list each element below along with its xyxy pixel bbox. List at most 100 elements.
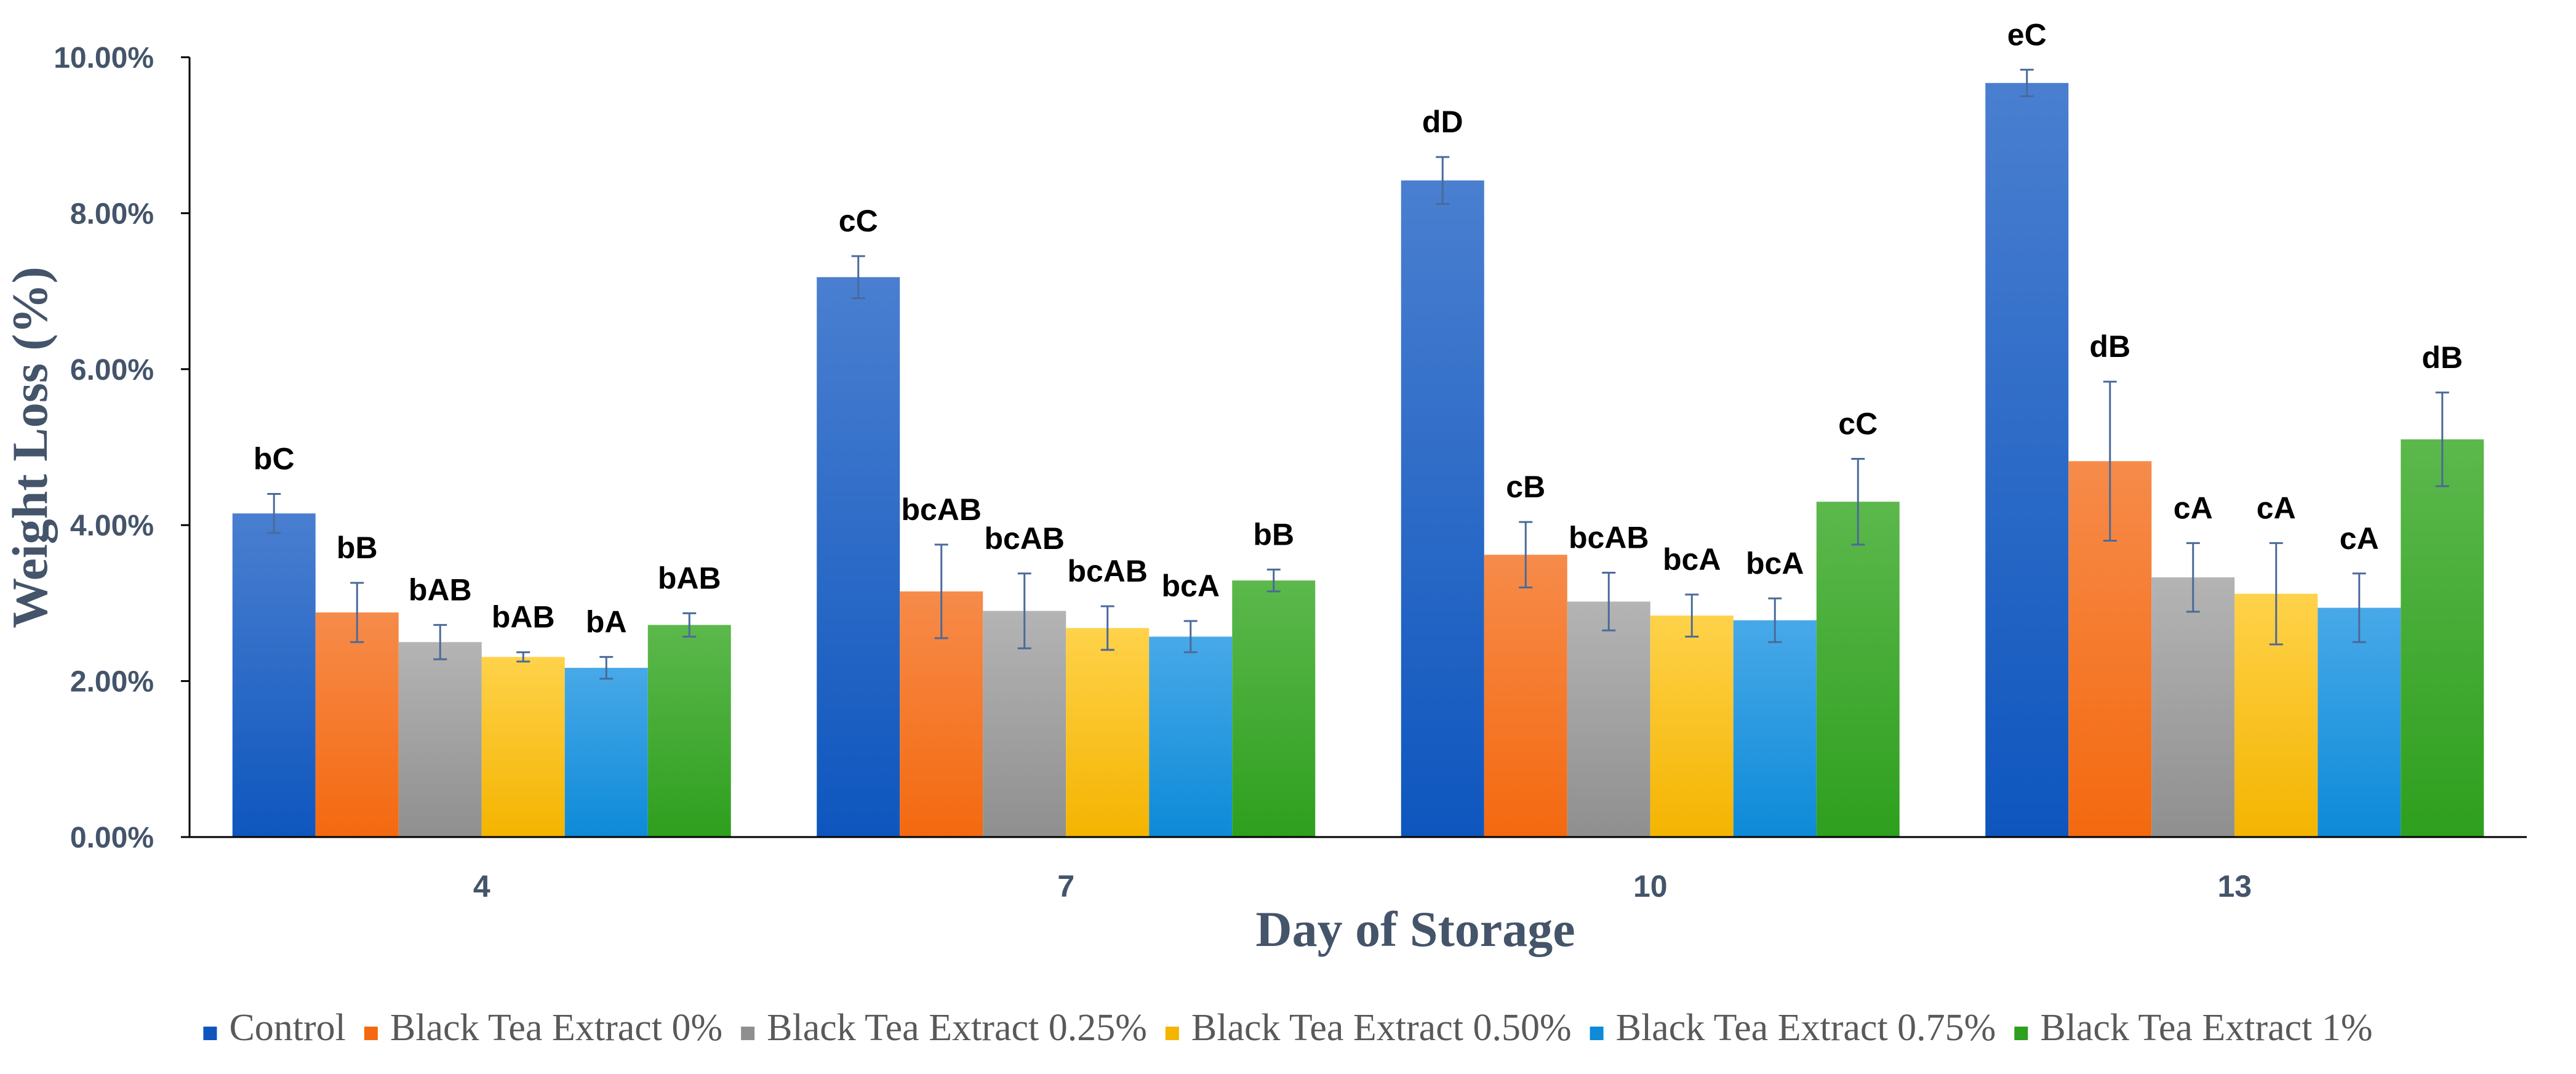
- bar-data-label: bAB: [492, 600, 555, 635]
- x-tick-label: 7: [1057, 869, 1074, 904]
- legend-label: Control: [229, 1007, 345, 1049]
- y-tick-label: 6.00%: [70, 354, 154, 387]
- y-tick-label: 4.00%: [70, 510, 154, 542]
- bar: [1401, 180, 1484, 837]
- bar: [817, 277, 900, 837]
- bar-data-label: cC: [839, 204, 878, 238]
- legend-label: Black Tea Extract 0.75%: [1616, 1007, 1996, 1049]
- error-bar: [1183, 620, 1198, 654]
- error-bar: [1602, 571, 1616, 631]
- bar-data-label: bcAB: [1569, 520, 1649, 555]
- y-axis-title: Weight Loss (%): [2, 266, 58, 628]
- x-tick-label: 10: [1633, 869, 1668, 904]
- error-bar: [851, 255, 865, 300]
- error-bar: [2103, 380, 2117, 542]
- bar-data-label: dB: [2089, 329, 2130, 364]
- error-bar: [433, 623, 447, 660]
- legend-item: Black Tea Extract 0%: [364, 1007, 722, 1049]
- bar: [1567, 601, 1650, 837]
- y-tick-label: 2.00%: [70, 666, 154, 699]
- bar: [564, 668, 648, 837]
- legend-item: Black Tea Extract 0.50%: [1165, 1007, 1572, 1049]
- bar: [398, 642, 482, 837]
- bar: [481, 657, 565, 837]
- bar-data-label: cA: [2340, 521, 2379, 556]
- x-axis-ticks: 4 7 10 13: [473, 869, 2252, 904]
- error-bar: [2020, 68, 2034, 97]
- y-tick-label: 8.00%: [70, 198, 154, 230]
- error-bar: [1436, 156, 1450, 205]
- bar-data-label: bB: [1253, 517, 1294, 551]
- error-bar: [682, 612, 697, 638]
- error-bar: [516, 651, 530, 663]
- bar-data-label: bAB: [658, 561, 721, 595]
- error-bar: [1266, 568, 1281, 593]
- bar-data-label: cA: [2174, 491, 2213, 525]
- bar: [1484, 555, 1567, 837]
- bar: [1985, 82, 2069, 837]
- legend-swatch: [203, 1027, 217, 1040]
- error-bar: [2352, 572, 2366, 643]
- x-axis-title: Day of Storage: [1255, 901, 1575, 957]
- bar-data-label: bA: [586, 604, 627, 639]
- legend-item: Control: [203, 1007, 346, 1049]
- bar-data-label: bcAB: [984, 521, 1065, 556]
- bar-data-label: bcA: [1162, 569, 1220, 603]
- bar: [1650, 615, 1734, 837]
- legend: Control Black Tea Extract 0% Black Tea Ext…: [203, 1007, 2373, 1049]
- legend-label: Black Tea Extract 0.25%: [767, 1007, 1147, 1049]
- legend-label: Black Tea Extract 0%: [390, 1007, 722, 1049]
- bar-data-label: dB: [2422, 340, 2463, 375]
- bar: [315, 612, 399, 837]
- error-bar: [2269, 542, 2283, 646]
- bar-data-label: cB: [1506, 470, 1545, 504]
- legend-swatch: [1590, 1027, 1604, 1040]
- bar: [1816, 502, 1900, 837]
- bar-data-label: cA: [2257, 491, 2296, 525]
- bar: [2401, 439, 2484, 837]
- error-bar: [1851, 458, 1865, 546]
- x-tick-label: 4: [473, 869, 490, 904]
- bar-data-label: bC: [254, 442, 295, 476]
- bar: [1232, 580, 1316, 837]
- error-bar: [350, 582, 364, 643]
- y-tick-label: 10.00%: [54, 42, 154, 74]
- bar: [1733, 620, 1817, 837]
- bar: [1066, 628, 1150, 837]
- legend-item: Black Tea Extract 0.25%: [741, 1007, 1147, 1049]
- legend-label: Black Tea Extract 0.50%: [1191, 1007, 1572, 1049]
- bar: [2318, 607, 2401, 837]
- bar-data-label: cC: [1838, 407, 1878, 441]
- error-bar: [267, 493, 281, 534]
- bar: [232, 513, 316, 837]
- bar-data-label: bcAB: [1067, 554, 1148, 588]
- error-bar: [599, 655, 614, 680]
- error-bar: [1685, 593, 1699, 638]
- legend-item: Black Tea Extract 0.75%: [1590, 1007, 1996, 1049]
- bar: [2151, 577, 2235, 837]
- legend-swatch: [1165, 1027, 1179, 1040]
- bar-data-label: eC: [2007, 17, 2047, 52]
- bar-data-label: bcA: [1746, 546, 1804, 580]
- legend-swatch: [2014, 1027, 2028, 1040]
- legend-swatch: [741, 1027, 755, 1040]
- error-bar: [1017, 572, 1031, 649]
- bar: [647, 625, 731, 837]
- y-tick-label: 0.00%: [70, 822, 154, 854]
- legend-swatch: [364, 1027, 378, 1040]
- error-bar: [2186, 542, 2200, 613]
- error-bar: [1768, 597, 1782, 643]
- bar-data-label: bcAB: [901, 492, 982, 527]
- legend-item: Black Tea Extract 1%: [2014, 1007, 2373, 1049]
- bar-data-label: bB: [337, 531, 378, 565]
- bars-layer: [232, 82, 2484, 837]
- bar-data-label: bcA: [1663, 542, 1721, 577]
- error-bar: [1519, 521, 1533, 589]
- bar-data-label: dD: [1422, 105, 1463, 139]
- bar-data-label: bAB: [409, 572, 472, 607]
- bar: [1149, 636, 1233, 837]
- legend-label: Black Tea Extract 1%: [2040, 1007, 2372, 1049]
